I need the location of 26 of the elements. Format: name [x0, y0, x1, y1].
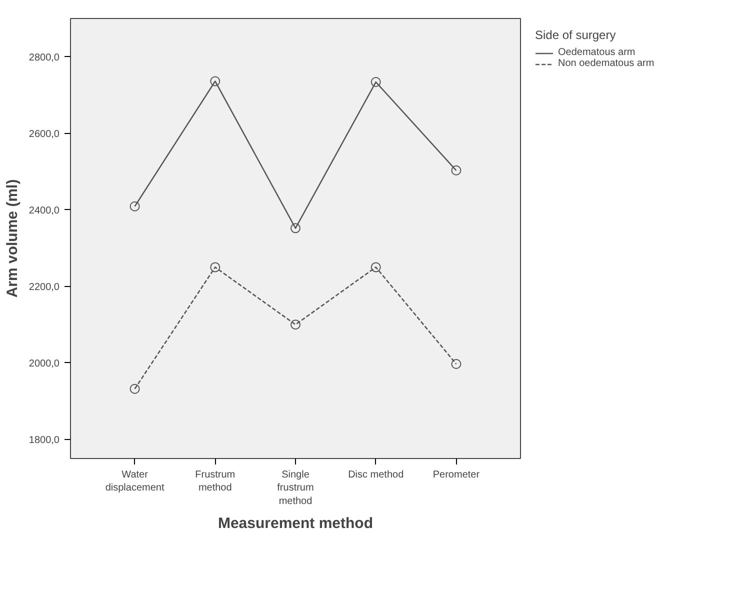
y-tick-label: 2400,0 — [28, 205, 60, 216]
point — [290, 320, 300, 330]
y-tick-label: 1800,0 — [28, 434, 60, 446]
point — [130, 384, 140, 394]
legend-label: Non oedematous arm — [558, 58, 654, 69]
x-tick-label: Disc method — [348, 470, 404, 480]
legend-label: Oedematous arm — [558, 47, 636, 58]
y-tick-label: 2800,0 — [28, 52, 60, 64]
point — [210, 76, 220, 86]
point — [451, 359, 462, 369]
x-tick-label: Frustrum method — [195, 470, 236, 494]
point — [451, 165, 462, 176]
point — [370, 77, 381, 88]
y-tick-label: 2600,0 — [28, 128, 60, 140]
point — [130, 201, 140, 212]
point — [370, 262, 381, 272]
x-tick-label: Water displacement — [105, 470, 164, 494]
legend-title: Side of surgery — [535, 28, 617, 42]
point — [210, 262, 220, 272]
point — [290, 223, 300, 234]
y-axis-title: Arm volume (ml) — [4, 179, 21, 298]
y-tick-label: 2200,0 — [28, 282, 60, 293]
y-tick-label: 2000,0 — [28, 358, 60, 370]
x-tick-label: Single frustrum method — [277, 470, 314, 507]
x-axis-title: Measurement method — [218, 514, 374, 532]
x-tick-label: Perometer — [432, 470, 480, 480]
